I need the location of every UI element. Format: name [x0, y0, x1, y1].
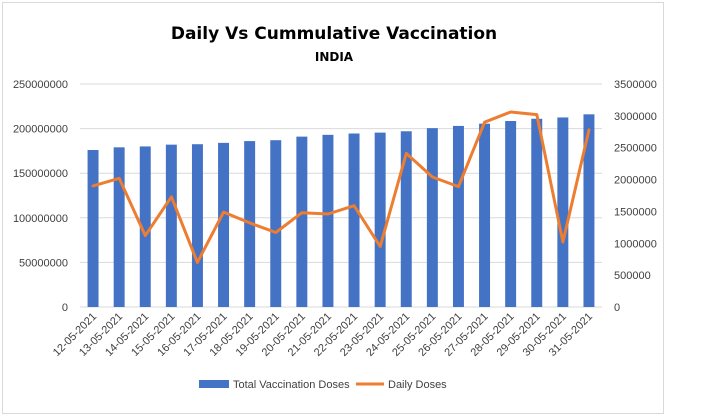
- daily-doses-line: [91, 110, 591, 264]
- bar: [270, 140, 282, 307]
- y-left-tick-label: 0: [62, 302, 68, 314]
- y-right-tick-label: 1500000: [614, 206, 657, 218]
- bar: [557, 117, 569, 307]
- bar: [87, 150, 99, 307]
- line-series: [91, 110, 591, 264]
- bar: [139, 146, 151, 307]
- bar-series: [87, 114, 595, 308]
- right-axis-ticks: 0 500000 1000000 1500000 2000000 2500000 30000…: [614, 79, 657, 314]
- legend-label-daily: Daily Doses: [388, 379, 447, 391]
- y-left-tick-label: 50000000: [19, 257, 68, 269]
- bar: [426, 128, 438, 307]
- bar: [348, 133, 360, 307]
- legend-label-total: Total Vaccination Doses: [233, 379, 350, 391]
- bar: [505, 121, 517, 307]
- bar: [479, 123, 491, 307]
- bar: [400, 131, 412, 307]
- y-left-tick-label: 150000000: [13, 168, 68, 180]
- y-right-tick-label: 3500000: [614, 79, 657, 91]
- bar: [296, 136, 308, 307]
- legend-swatch-total: [199, 380, 229, 388]
- bar: [583, 114, 595, 307]
- bar: [531, 118, 543, 308]
- y-right-tick-label: 1000000: [614, 238, 657, 250]
- y-left-tick-label: 100000000: [13, 213, 68, 225]
- gridlines: [80, 83, 602, 308]
- y-right-tick-label: 3000000: [614, 111, 657, 123]
- y-right-tick-label: 0: [614, 302, 620, 314]
- bar: [165, 144, 177, 307]
- bar: [322, 134, 334, 307]
- y-left-tick-label: 200000000: [13, 124, 68, 136]
- y-right-tick-label: 2500000: [614, 143, 657, 155]
- chart-subtitle: INDIA: [315, 50, 354, 64]
- x-axis-ticks: 12-05-202113-05-202114-05-202115-05-2021…: [51, 311, 595, 359]
- y-left-tick-label: 250000000: [13, 79, 68, 91]
- y-right-tick-label: 500000: [614, 270, 651, 282]
- left-axis-ticks: 0 50000000 100000000 150000000 200000000 2500…: [13, 79, 68, 314]
- y-right-tick-label: 2000000: [614, 175, 657, 187]
- chart-frame: [2, 2, 664, 414]
- bar: [452, 125, 464, 307]
- bar: [113, 147, 125, 307]
- bar: [191, 144, 203, 307]
- bar: [218, 142, 230, 307]
- chart-title: Daily Vs Cummulative Vaccination: [171, 24, 497, 44]
- legend: Total Vaccination Doses Daily Doses: [199, 379, 447, 391]
- bar: [374, 132, 386, 307]
